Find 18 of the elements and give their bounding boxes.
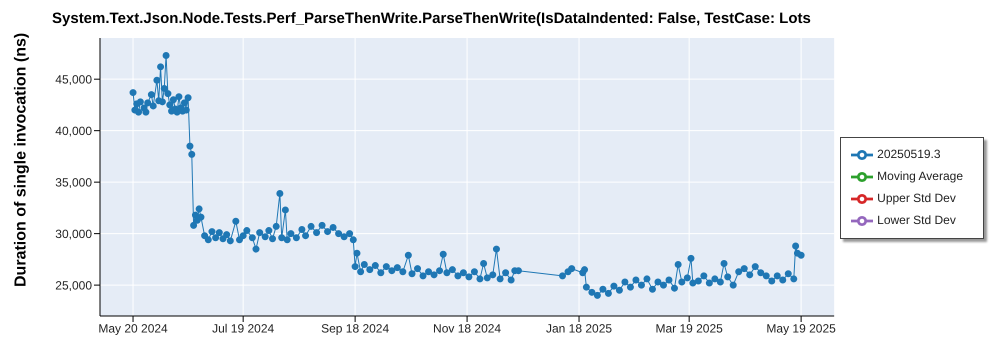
x-tick-label: Nov 18 2024 [433,322,502,336]
legend-label: Upper Std Dev [877,191,956,206]
y-tick-label: 35,000 [55,175,92,190]
y-tick-label: 40,000 [55,124,92,138]
y-tick-label: 30,000 [55,226,92,241]
x-tick-label: May 20 2024 [98,322,168,336]
y-tick-label: 45,000 [55,72,92,86]
x-tick-label: May 19 2025 [766,322,836,336]
y-axis-title: Duration of single invocation (ns) [12,32,30,287]
x-tick-label: Jul 19 2024 [212,322,275,336]
chart-title: System.Text.Json.Node.Tests.Perf_ParseThenWrite.ParseThenWrite(IsDataIndented: False, TestCase: Lots [52,9,812,29]
y-tick-label: 25,000 [55,278,92,292]
x-tick-label: Jan 18 2025 [546,322,612,336]
legend-label: 20250519.3 [877,147,941,162]
x-tick-label: Sep 18 2024 [321,322,390,336]
x-tick-label: Mar 19 2025 [655,322,724,336]
legend-label: Lower Std Dev [877,213,956,228]
legend-label: Moving Average [877,169,963,184]
